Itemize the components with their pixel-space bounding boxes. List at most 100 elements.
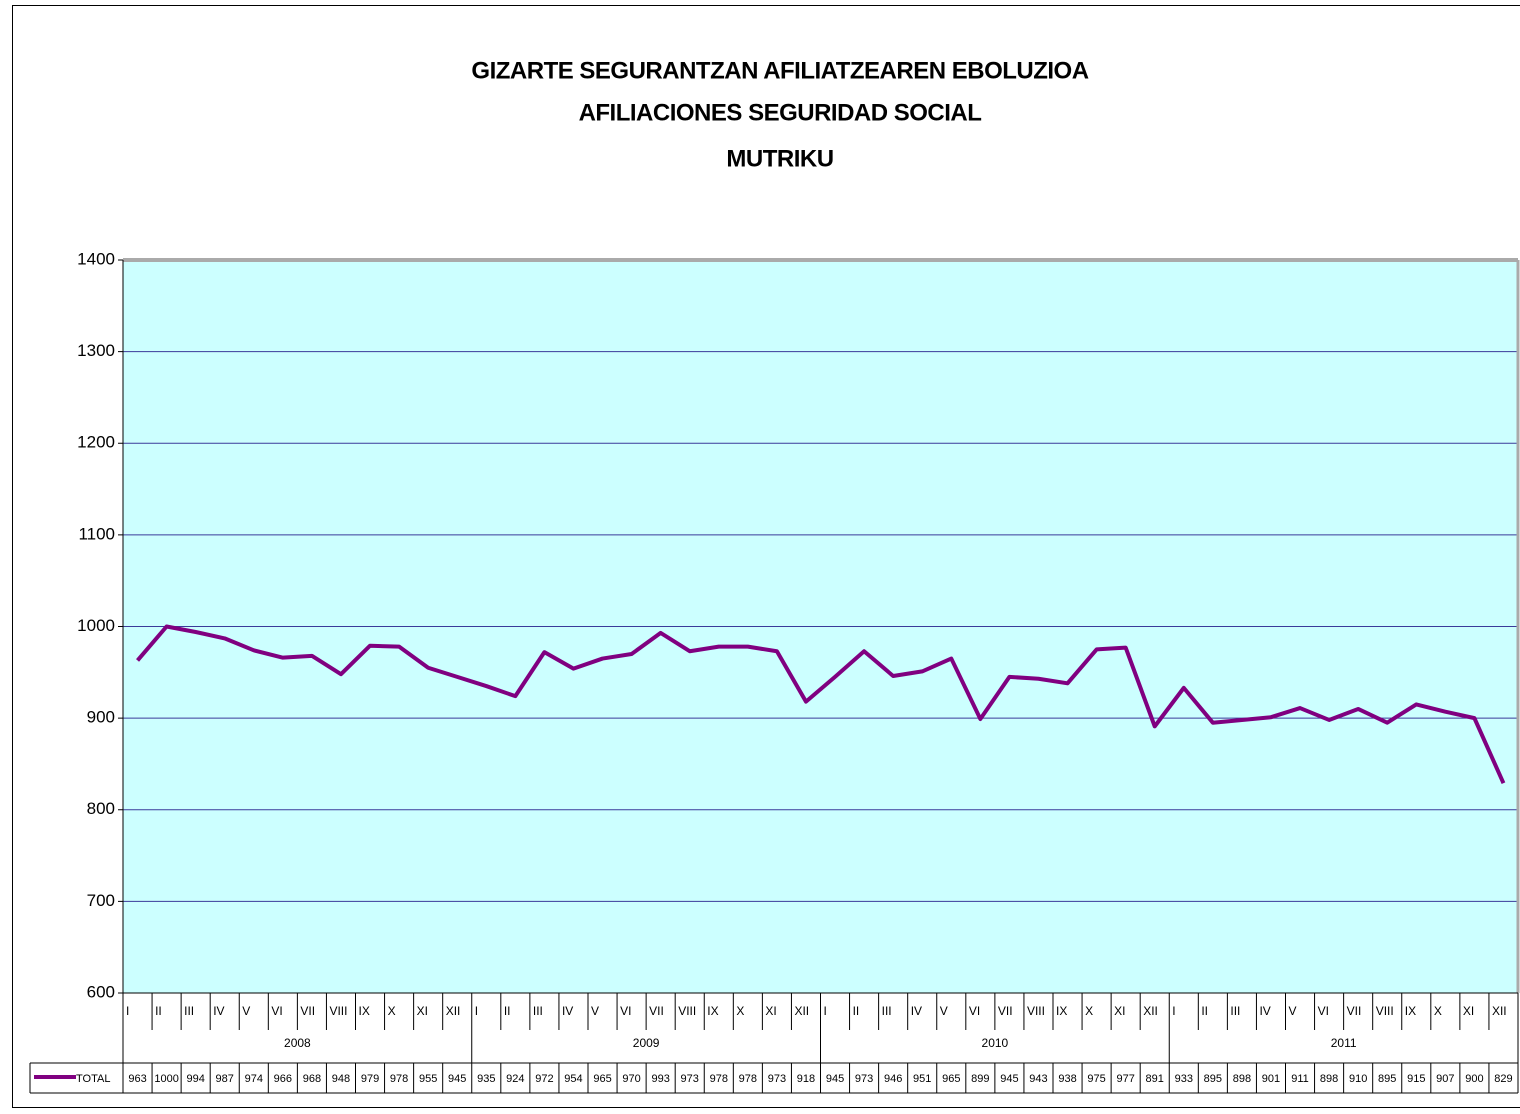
x-tick-label: XI xyxy=(1463,1004,1474,1018)
table-value: 978 xyxy=(739,1073,757,1085)
y-tick-label: 1200 xyxy=(77,433,115,452)
table-value: 955 xyxy=(419,1073,437,1085)
series-line xyxy=(136,624,1506,784)
table-value: 968 xyxy=(303,1073,321,1085)
table-value: 891 xyxy=(1146,1073,1164,1085)
table-value: 987 xyxy=(216,1073,234,1085)
x-tick-label: III xyxy=(882,1004,892,1018)
x-tick-label: V xyxy=(242,1004,250,1018)
x-tick-label: IX xyxy=(1056,1004,1067,1018)
x-tick-label: VII xyxy=(300,1004,315,1018)
table-value: 911 xyxy=(1291,1073,1309,1085)
x-tick-label: IV xyxy=(1259,1004,1270,1018)
x-tick-label: XII xyxy=(446,1004,461,1018)
year-label: 2010 xyxy=(982,1036,1009,1050)
x-tick-label: VII xyxy=(998,1004,1013,1018)
x-tick-label: III xyxy=(1230,1004,1240,1018)
x-tick-label: VIII xyxy=(678,1004,696,1018)
year-label: 2009 xyxy=(633,1036,660,1050)
table-value: 965 xyxy=(942,1073,960,1085)
table-value: 829 xyxy=(1494,1073,1512,1085)
table-value: 915 xyxy=(1407,1073,1425,1085)
x-tick-label: I xyxy=(824,1004,827,1018)
x-tick-label: VI xyxy=(969,1004,980,1018)
x-tick-label: VII xyxy=(1347,1004,1362,1018)
x-tick-label: V xyxy=(1289,1004,1297,1018)
x-tick-label: I xyxy=(126,1004,129,1018)
x-tick-label: IV xyxy=(562,1004,573,1018)
x-tick-label: II xyxy=(1201,1004,1208,1018)
table-value: 970 xyxy=(622,1073,640,1085)
table-value: 900 xyxy=(1465,1073,1483,1085)
table-value: 974 xyxy=(245,1073,263,1085)
table-value: 895 xyxy=(1204,1073,1222,1085)
x-tick-label: X xyxy=(736,1004,744,1018)
x-tick-label: V xyxy=(591,1004,599,1018)
table-value: 945 xyxy=(448,1073,466,1085)
table-value: 935 xyxy=(477,1073,495,1085)
table-value: 946 xyxy=(884,1073,902,1085)
x-tick-label: XII xyxy=(1143,1004,1158,1018)
table-value: 973 xyxy=(855,1073,873,1085)
y-tick-label: 1400 xyxy=(77,249,115,268)
table-value: 975 xyxy=(1087,1073,1105,1085)
x-tick-label: II xyxy=(155,1004,162,1018)
table-value: 977 xyxy=(1116,1073,1134,1085)
table-value: 954 xyxy=(564,1073,582,1085)
table-value: 973 xyxy=(768,1073,786,1085)
table-value: 966 xyxy=(274,1073,292,1085)
x-tick-label: VI xyxy=(1318,1004,1329,1018)
year-label: 2011 xyxy=(1331,1036,1357,1050)
table-value: 945 xyxy=(826,1073,844,1085)
x-tick-label: VIII xyxy=(329,1004,347,1018)
table-value: 1000 xyxy=(154,1073,178,1085)
table-value: 979 xyxy=(361,1073,379,1085)
y-tick-label: 800 xyxy=(87,799,115,818)
y-tick-label: 1000 xyxy=(77,616,115,635)
y-tick-label: 1100 xyxy=(78,524,115,543)
y-tick-label: 900 xyxy=(87,708,115,727)
x-tick-label: VI xyxy=(620,1004,631,1018)
x-tick-label: XI xyxy=(765,1004,776,1018)
table-value: 933 xyxy=(1175,1073,1193,1085)
table-value: 973 xyxy=(681,1073,699,1085)
table-value: 910 xyxy=(1349,1073,1367,1085)
table-value: 901 xyxy=(1262,1073,1280,1085)
x-tick-label: III xyxy=(184,1004,194,1018)
x-tick-label: I xyxy=(1172,1004,1175,1018)
chart-title: GIZARTE SEGURANTZAN AFILIATZEAREN EBOLUZ… xyxy=(471,57,1088,84)
table-value: 938 xyxy=(1058,1073,1076,1085)
x-tick-label: VI xyxy=(271,1004,282,1018)
table-value: 907 xyxy=(1436,1073,1454,1085)
x-tick-label: XII xyxy=(1492,1004,1507,1018)
table-value: 898 xyxy=(1320,1073,1338,1085)
x-tick-label: X xyxy=(388,1004,396,1018)
year-label: 2008 xyxy=(284,1036,311,1050)
table-value: 978 xyxy=(390,1073,408,1085)
x-tick-label: X xyxy=(1085,1004,1093,1018)
x-tick-label: I xyxy=(475,1004,478,1018)
y-tick-label: 1300 xyxy=(77,341,115,360)
x-tick-label: II xyxy=(853,1004,860,1018)
table-value: 993 xyxy=(651,1073,669,1085)
table-value: 951 xyxy=(913,1073,931,1085)
x-tick-label: VIII xyxy=(1027,1004,1045,1018)
legend-label: TOTAL xyxy=(76,1073,110,1085)
x-tick-label: X xyxy=(1434,1004,1442,1018)
x-tick-label: V xyxy=(940,1004,948,1018)
chart-subtitle: AFILIACIONES SEGURIDAD SOCIAL xyxy=(579,99,982,126)
x-tick-label: IV xyxy=(911,1004,922,1018)
table-value: 965 xyxy=(593,1073,611,1085)
table-value: 895 xyxy=(1378,1073,1396,1085)
x-tick-label: IX xyxy=(359,1004,370,1018)
table-value: 945 xyxy=(1000,1073,1018,1085)
x-tick-label: VIII xyxy=(1376,1004,1394,1018)
y-tick-label: 600 xyxy=(87,982,115,1001)
x-tick-label: XII xyxy=(794,1004,809,1018)
table-value: 978 xyxy=(710,1073,728,1085)
x-tick-label: IV xyxy=(213,1004,224,1018)
table-value: 899 xyxy=(971,1073,989,1085)
x-tick-label: II xyxy=(504,1004,511,1018)
table-value: 898 xyxy=(1233,1073,1251,1085)
chart-subtitle: MUTRIKU xyxy=(726,145,833,172)
